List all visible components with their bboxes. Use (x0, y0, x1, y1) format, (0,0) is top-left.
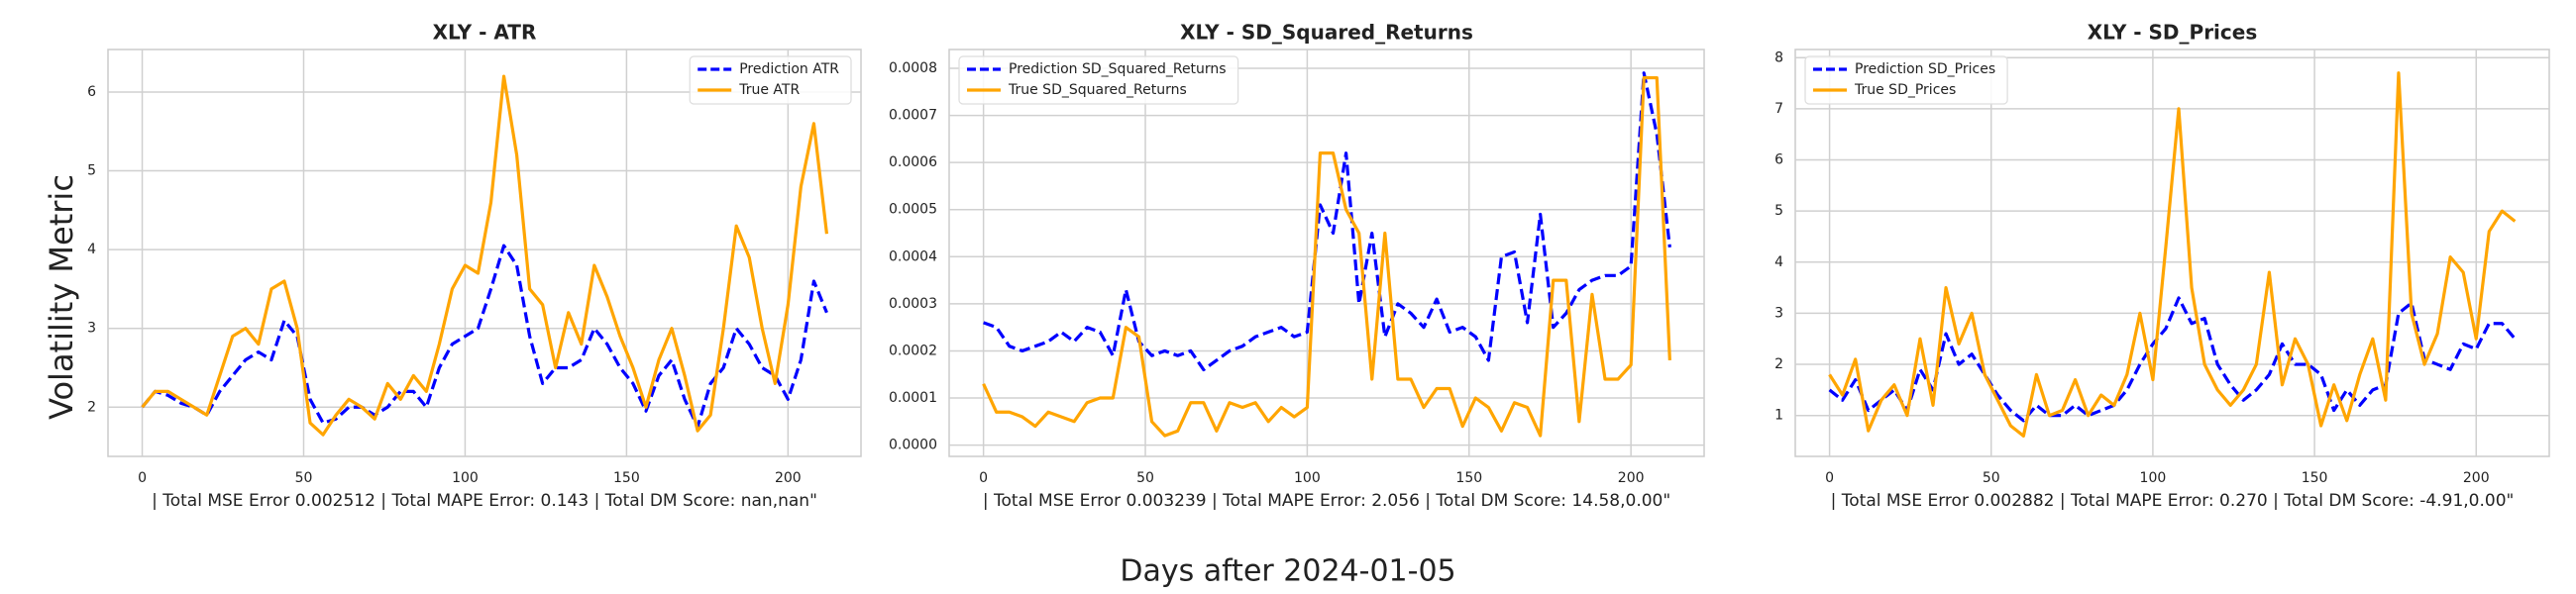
chart-title: XLY - SD_Squared_Returns (1180, 21, 1473, 45)
y-tick-label: 0.0001 (889, 390, 937, 406)
x-tick-label: 100 (2140, 470, 2167, 486)
series-line (983, 71, 1671, 372)
x-tick-label: 0 (1825, 470, 1834, 486)
x-axis-label: | Total MSE Error 0.002882 | Total MAPE … (1831, 491, 2515, 511)
x-tick-label: 200 (2463, 470, 2490, 486)
plot-area (948, 49, 1705, 457)
x-axis-label: | Total MSE Error 0.002512 | Total MAPE … (152, 491, 817, 511)
figure-ylabel: Volatility Metric (43, 174, 80, 420)
y-tick-label: 6 (1774, 152, 1783, 168)
y-tick-label: 0.0008 (889, 60, 937, 76)
subplot: 0 50 100 150 200 1 2 3 4 5 6 7 8 XLY - SD_Prices | Tot… (1774, 21, 2550, 511)
legend-label: Prediction ATR (739, 61, 839, 77)
x-tick-label: 200 (775, 470, 802, 486)
chart-title: XLY - ATR (433, 21, 537, 45)
series-line (982, 75, 1671, 438)
x-tick-label: 0 (138, 470, 147, 486)
y-tick-label: 5 (1774, 203, 1783, 219)
y-tick-label: 0.0003 (889, 296, 937, 312)
y-tick-label: 2 (1774, 356, 1783, 372)
series-line (141, 244, 828, 429)
x-tick-label: 200 (1618, 470, 1645, 486)
y-tick-label: 3 (87, 321, 96, 337)
y-tick-label: 7 (1774, 101, 1783, 117)
y-tick-label: 4 (1774, 254, 1783, 270)
legend-label: True ATR (738, 82, 800, 98)
y-tick-label: 1 (1774, 408, 1783, 424)
y-tick-label: 5 (87, 163, 96, 179)
y-tick-label: 0.0007 (889, 108, 937, 124)
legend: Prediction ATR True ATR (689, 55, 852, 105)
y-tick-label: 8 (1774, 50, 1783, 65)
subplot: 0 50 100 150 200 0.0000 0.0001 0.0002 0.0003 0.00… (889, 21, 1705, 511)
legend-box (1804, 55, 2008, 105)
x-tick-label: 100 (1294, 470, 1321, 486)
x-tick-label: 150 (613, 470, 640, 486)
figure-xlabel: Days after 2024-01-05 (1120, 554, 1455, 589)
x-tick-label: 50 (295, 470, 313, 486)
plot-area (1794, 49, 2550, 457)
legend-label: Prediction SD_Squared_Returns (1009, 61, 1227, 77)
legend-label: True SD_Prices (1854, 82, 1956, 98)
y-tick-label: 2 (87, 399, 96, 415)
x-tick-label: 50 (1983, 470, 2000, 486)
legend-box (958, 55, 1239, 105)
x-tick-label: 50 (1136, 470, 1154, 486)
subplot: 0 50 100 150 200 2 3 4 5 6 XLY - ATR | Total MSE Er… (87, 21, 862, 511)
x-tick-label: 150 (1455, 470, 1482, 486)
series-line (1828, 296, 2517, 423)
y-tick-label: 0.0000 (889, 438, 937, 453)
legend: Prediction SD_Prices True SD_Prices (1804, 55, 2008, 105)
legend-label: Prediction SD_Prices (1855, 61, 1995, 77)
plot-area (107, 49, 862, 457)
chart-title: XLY - SD_Prices (2088, 21, 2257, 45)
y-tick-label: 0.0005 (889, 202, 937, 218)
y-tick-label: 0.0002 (889, 343, 937, 358)
series-line (1828, 71, 2517, 438)
y-tick-label: 6 (87, 84, 96, 100)
x-tick-label: 100 (452, 470, 479, 486)
x-tick-label: 0 (979, 470, 988, 486)
series-line (141, 74, 829, 437)
y-tick-label: 0.0004 (889, 248, 937, 264)
y-tick-label: 3 (1774, 305, 1783, 321)
legend-label: True SD_Squared_Returns (1008, 82, 1187, 98)
x-axis-label: | Total MSE Error 0.003239 | Total MAPE … (983, 491, 1670, 511)
x-tick-label: 150 (2302, 470, 2328, 486)
legend: Prediction SD_Squared_Returns True SD_Squ… (958, 55, 1239, 105)
y-tick-label: 4 (87, 242, 96, 257)
y-tick-label: 0.0006 (889, 154, 937, 170)
